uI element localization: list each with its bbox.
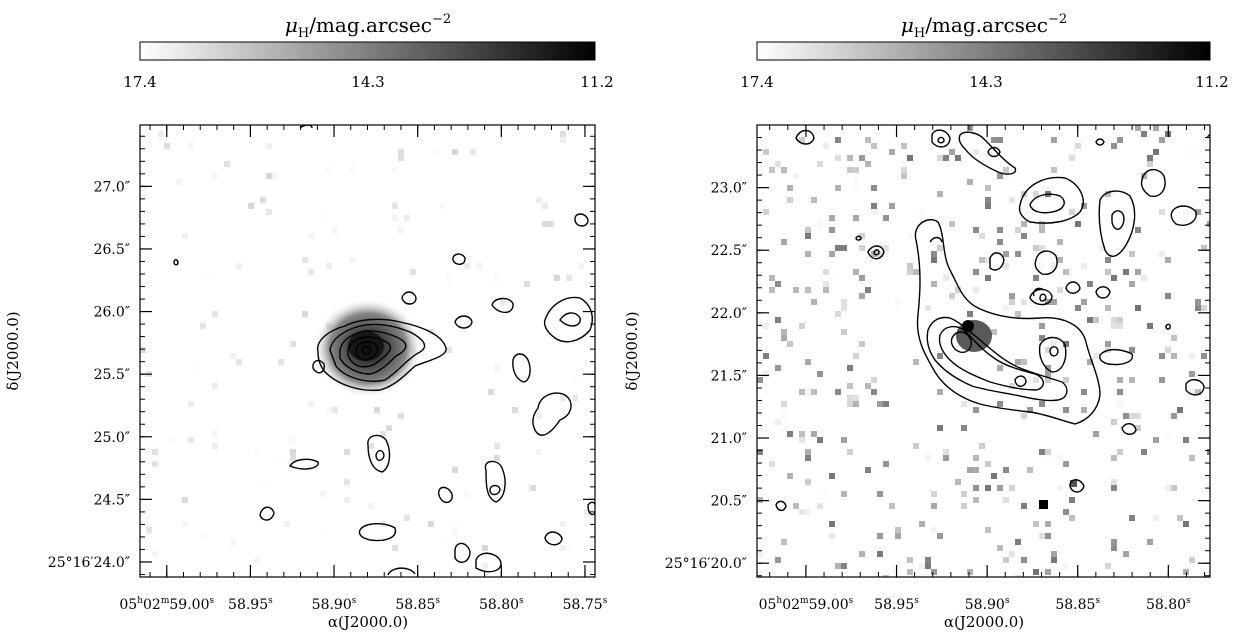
y-tick-label: 22.0″ <box>711 306 747 322</box>
x-tick-label: 05h02m59.00s <box>759 596 854 613</box>
left-colorbar-gradient <box>139 41 596 61</box>
right-ylabel: δ(J2000.0) <box>623 311 641 390</box>
left-ylabel: δ(J2000.0) <box>4 311 22 390</box>
y-tick-label: 25°16′24.0″ <box>48 555 130 571</box>
right-colorbar-tick-right: 11.2 <box>1195 73 1228 91</box>
right-colorbar: μH/mag.arcsec−2 17.4 14.3 11.2 <box>740 12 1228 91</box>
left-colorbar-title: μH/mag.arcsec−2 <box>285 12 451 41</box>
left-contours <box>173 125 595 576</box>
right-contours <box>775 129 1210 512</box>
right-colorbar-title: μH/mag.arcsec−2 <box>901 12 1067 41</box>
x-tick-label: 58.80s <box>1146 596 1191 613</box>
left-axes: 05h02m59.00s 58.95s 58.90s 58.85s 58.80s 58.7… <box>48 125 608 613</box>
x-tick-label: 58.90s <box>965 596 1010 613</box>
left-colorbar: μH/mag.arcsec−2 17.4 14.3 11.2 <box>123 12 613 91</box>
y-tick-label: 26.5″ <box>94 242 130 258</box>
y-tick-label: 20.5″ <box>711 494 747 510</box>
right-plot-frame <box>756 124 1211 578</box>
right-axes: 05h02m59.00s 58.95s 58.90s 58.85s 58.80s 25°1… <box>665 124 1210 613</box>
left-colorbar-tick-right: 11.2 <box>580 73 613 91</box>
left-xlabel: α(J2000.0) <box>328 613 408 631</box>
y-tick-label: 21.0″ <box>711 431 747 447</box>
right-image <box>757 125 1210 577</box>
y-tick-label: 24.5″ <box>94 492 130 508</box>
y-tick-label: 27.0″ <box>94 179 130 195</box>
x-tick-label: 58.80s <box>479 596 524 613</box>
y-tick-label: 25°16′20.0″ <box>665 556 747 572</box>
right-noise-pixels <box>757 125 1210 577</box>
left-image <box>140 125 595 577</box>
x-tick-label: 58.95s <box>874 596 919 613</box>
left-colorbar-tick-mid: 14.3 <box>351 73 384 91</box>
right-panel: μH/mag.arcsec−2 17.4 14.3 11.2 <box>623 12 1229 631</box>
left-colorbar-tick-left: 17.4 <box>123 73 156 91</box>
y-tick-label: 21.5″ <box>711 368 747 384</box>
right-colorbar-tick-mid: 14.3 <box>969 73 1002 91</box>
y-tick-label: 26.0″ <box>94 305 130 321</box>
y-tick-label: 23.0″ <box>711 181 747 197</box>
right-colorbar-tick-left: 17.4 <box>740 73 773 91</box>
x-tick-label: 58.95s <box>228 596 273 613</box>
left-noise-pixels <box>140 125 590 569</box>
y-tick-label: 25.5″ <box>94 367 130 383</box>
left-panel: μH/mag.arcsec−2 17.4 14.3 11.2 <box>4 12 614 631</box>
y-tick-label: 22.5″ <box>711 243 747 259</box>
x-tick-label: 58.75s <box>563 596 608 613</box>
right-colorbar-gradient <box>756 41 1211 61</box>
x-tick-label: 58.85s <box>1055 596 1100 613</box>
x-tick-label: 58.85s <box>395 596 440 613</box>
x-tick-label: 05h02m59.00s <box>119 596 214 613</box>
right-xlabel: α(J2000.0) <box>944 613 1024 631</box>
x-tick-label: 58.90s <box>312 596 357 613</box>
y-tick-label: 25.0″ <box>94 430 130 446</box>
